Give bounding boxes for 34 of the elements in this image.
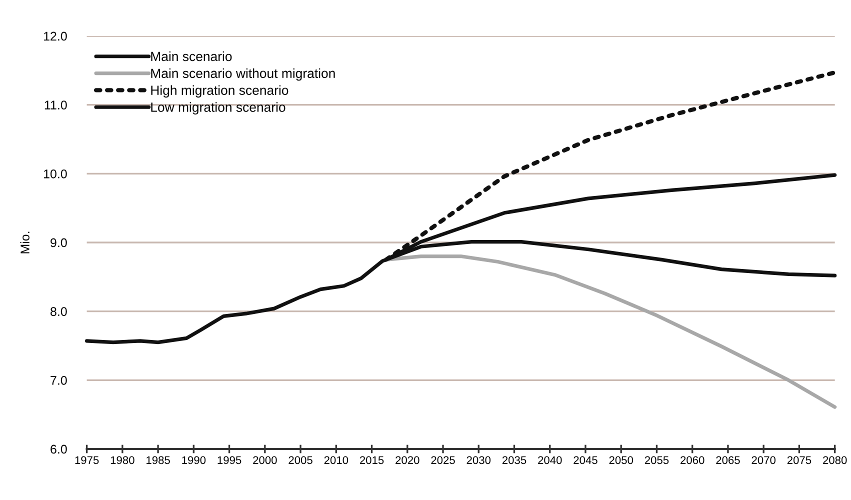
x-tick-label: 2025 xyxy=(431,456,455,464)
y-tick-label: 7.0 xyxy=(50,376,67,385)
x-tick-label: 2000 xyxy=(253,456,277,464)
x-tick-label: 2045 xyxy=(574,456,598,464)
y-tick-label: 9.0 xyxy=(50,238,67,248)
x-tick-label: 2050 xyxy=(609,456,634,464)
legend-label: High migration scenario xyxy=(151,85,288,98)
y-tick-label: 6.0 xyxy=(50,444,67,454)
x-tick-label: 1985 xyxy=(146,456,170,464)
x-tick-label: 2005 xyxy=(288,456,312,464)
y-axis-title: Mio. xyxy=(20,232,30,254)
y-tick-label: 8.0 xyxy=(50,307,67,316)
y-tick-label: 10.0 xyxy=(44,169,67,178)
x-tick-label: 2055 xyxy=(644,456,669,464)
x-tick-label: 2060 xyxy=(680,456,704,464)
x-tick-label: 2015 xyxy=(360,456,384,464)
x-tick-label: 2020 xyxy=(396,456,420,464)
x-tick-label: 2035 xyxy=(502,456,526,464)
x-tick-label: 2010 xyxy=(324,456,348,464)
x-tick-label: 2070 xyxy=(752,456,776,464)
legend-label: Main scenario without migration xyxy=(151,68,335,81)
x-tick-label: 2040 xyxy=(538,456,562,464)
y-tick-label: 11.0 xyxy=(44,100,67,110)
legend-label: Low migration scenario xyxy=(151,102,286,114)
x-tick-label: 2030 xyxy=(466,456,491,464)
x-tick-label: 1980 xyxy=(110,456,134,464)
x-tick-label: 1975 xyxy=(75,456,99,464)
y-tick-label: 12.0 xyxy=(44,32,67,41)
x-tick-label: 2080 xyxy=(823,456,847,464)
x-tick-label: 2065 xyxy=(716,456,740,464)
x-tick-label: 1995 xyxy=(218,456,242,464)
x-tick-label: 2075 xyxy=(787,456,812,464)
x-tick-label: 1990 xyxy=(182,456,206,464)
legend-label: Main scenario xyxy=(151,51,232,62)
